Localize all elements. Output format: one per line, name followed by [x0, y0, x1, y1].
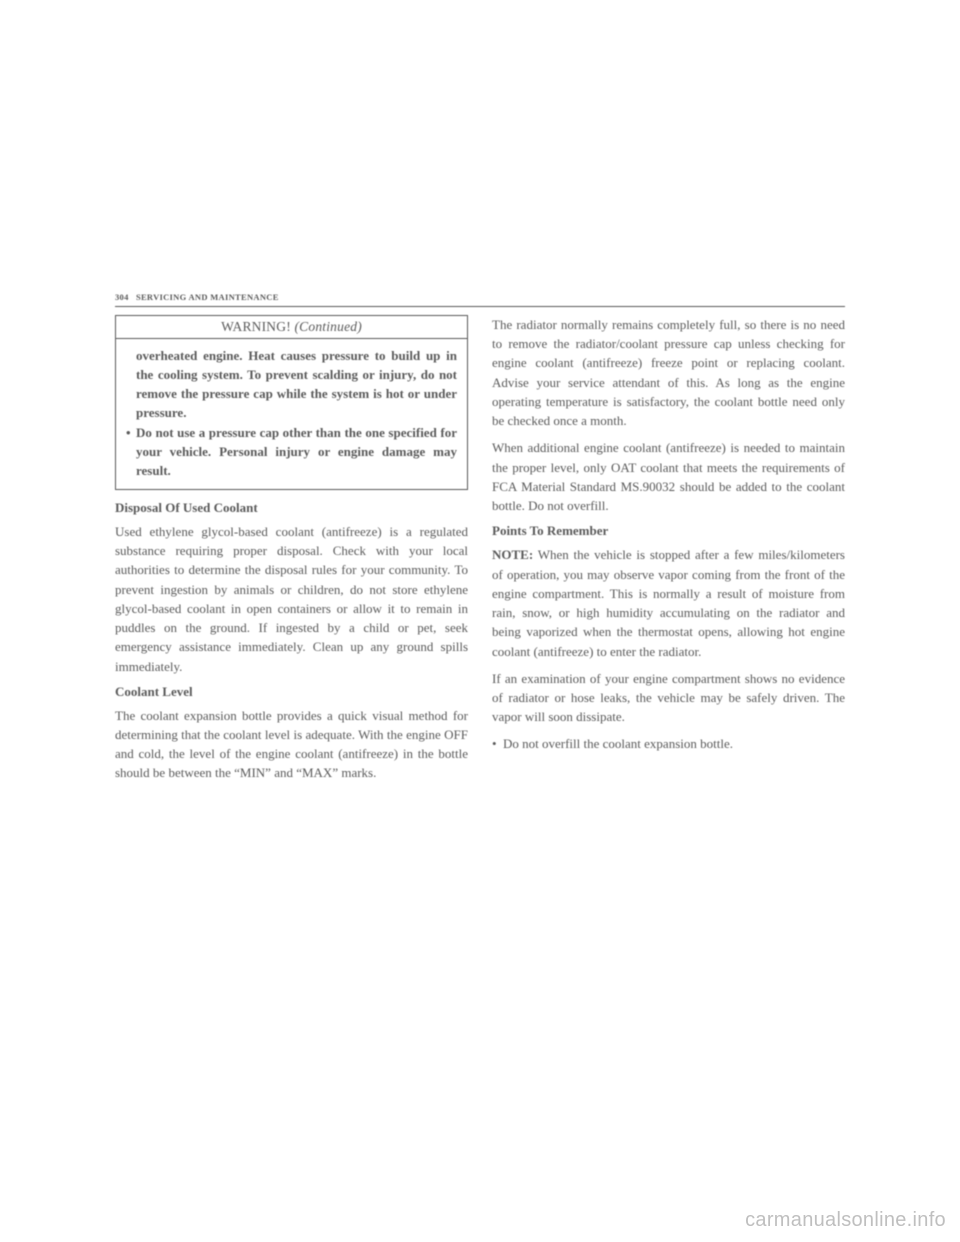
header-rule [115, 306, 845, 307]
heading-coolant-level: Coolant Level [115, 684, 468, 700]
paragraph: If an examination of your engine compart… [492, 669, 845, 727]
paragraph: The radiator normally remains completely… [492, 315, 845, 430]
warning-title-bar: WARNING! (Continued) [116, 316, 467, 339]
manual-page: 304 SERVICING AND MAINTENANCE WARNING! (… [115, 292, 845, 905]
note-label: NOTE: [492, 547, 533, 562]
warning-continued: (Continued) [294, 319, 361, 334]
paragraph: The coolant expansion bottle provides a … [115, 706, 468, 783]
warning-item-continuation: overheated engine. Heat causes pressure … [126, 347, 457, 422]
paragraph: Used ethylene glycol-based coolant (anti… [115, 522, 468, 676]
warning-label: WARNING! [221, 319, 291, 334]
section-title: SERVICING AND MAINTENANCE [136, 292, 279, 302]
heading-points: Points To Remember [492, 523, 845, 539]
right-column: The radiator normally remains completely… [492, 315, 845, 791]
page-header: 304 SERVICING AND MAINTENANCE [115, 292, 845, 302]
note-body: When the vehicle is stopped after a few … [492, 547, 845, 658]
two-column-layout: WARNING! (Continued) overheated engine. … [115, 315, 845, 791]
bullet-list: Do not overfill the coolant expansion bo… [492, 734, 845, 753]
page-number: 304 [115, 292, 129, 302]
left-column: WARNING! (Continued) overheated engine. … [115, 315, 468, 791]
paragraph: When additional engine coolant (antifree… [492, 438, 845, 515]
note-paragraph: NOTE: When the vehicle is stopped after … [492, 545, 845, 660]
warning-body: overheated engine. Heat causes pressure … [116, 339, 467, 489]
warning-item: Do not use a pressure cap other than the… [126, 424, 457, 481]
watermark: carmanualsonline.info [745, 1209, 946, 1232]
heading-disposal: Disposal Of Used Coolant [115, 500, 468, 516]
list-item: Do not overfill the coolant expansion bo… [492, 734, 845, 753]
warning-box: WARNING! (Continued) overheated engine. … [115, 315, 468, 490]
